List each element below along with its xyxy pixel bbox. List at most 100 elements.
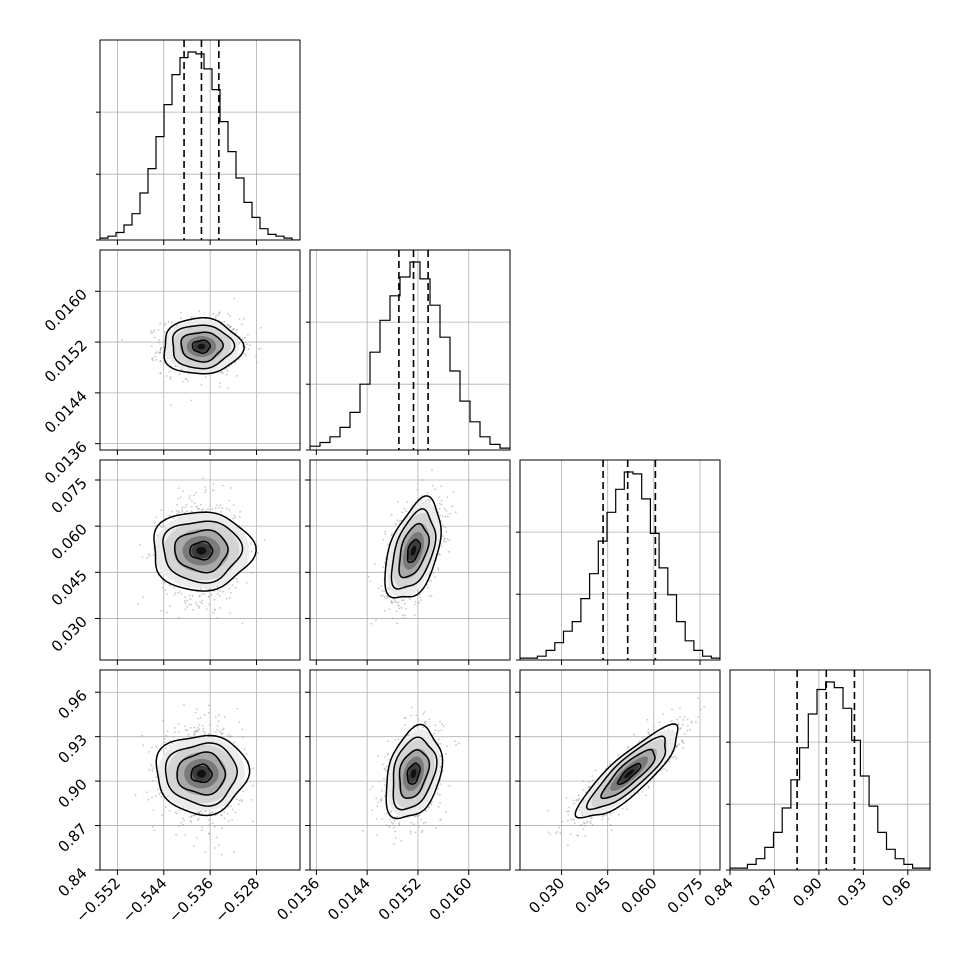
- sample-point: [413, 603, 416, 606]
- sample-point: [228, 325, 231, 327]
- contour-level-3: [406, 538, 422, 564]
- sample-point: [216, 593, 219, 595]
- sample-point: [446, 538, 449, 541]
- sample-point: [445, 811, 447, 814]
- sample-point: [441, 723, 443, 725]
- y-tick-label: 0.060: [48, 520, 91, 563]
- sample-point: [453, 740, 456, 743]
- sample-point: [578, 797, 580, 800]
- sample-point: [439, 783, 442, 785]
- y-tick-label: 0.030: [48, 613, 91, 656]
- sample-point: [150, 764, 153, 767]
- panel-frame: [99, 39, 301, 241]
- sample-point: [181, 509, 184, 511]
- sample-point: [445, 509, 448, 512]
- sample-point: [193, 502, 196, 504]
- sample-point: [245, 582, 248, 584]
- sample-point: [184, 596, 187, 598]
- sample-point: [589, 816, 592, 819]
- sample-point: [161, 814, 164, 817]
- sample-point: [437, 553, 440, 555]
- panel-contents: [100, 40, 300, 240]
- sample-point: [157, 329, 160, 331]
- sample-point: [162, 719, 164, 722]
- sample-point: [158, 793, 160, 795]
- sample-point: [403, 617, 406, 619]
- sample-point: [214, 716, 217, 718]
- sample-point: [249, 543, 252, 545]
- sample-point: [425, 809, 428, 812]
- sample-point: [220, 814, 223, 817]
- sample-point: [184, 608, 187, 611]
- contour-level-2: [176, 751, 227, 796]
- sample-point: [150, 331, 153, 334]
- sample-point: [160, 346, 163, 349]
- sample-point: [234, 516, 237, 519]
- sample-point: [421, 829, 424, 832]
- sample-point: [192, 814, 195, 817]
- sample-point: [683, 716, 686, 718]
- sample-point: [396, 815, 399, 818]
- sample-point: [380, 796, 383, 799]
- sample-point: [382, 763, 384, 766]
- sample-point: [238, 799, 241, 802]
- sample-point: [549, 833, 552, 836]
- sample-point: [417, 815, 419, 818]
- sample-point: [217, 313, 220, 316]
- sample-point: [588, 780, 590, 783]
- sample-point: [428, 595, 431, 598]
- sample-point: [149, 329, 152, 332]
- sample-point: [391, 617, 394, 620]
- sample-point: [167, 320, 170, 323]
- sample-point: [223, 715, 226, 718]
- sample-point: [201, 593, 204, 595]
- sample-point: [190, 510, 193, 513]
- sample-point: [232, 517, 235, 520]
- sample-point: [190, 505, 193, 508]
- sample-point: [152, 767, 155, 770]
- y-tick-label: 0.93: [54, 731, 90, 767]
- sample-point: [162, 357, 164, 359]
- sample-point: [199, 594, 202, 597]
- sample-point: [387, 740, 389, 742]
- contour-level-1: [164, 742, 238, 807]
- sample-point: [419, 596, 421, 599]
- sample-point: [215, 811, 217, 814]
- sample-point: [388, 826, 391, 828]
- sample-point: [172, 586, 175, 589]
- sample-point: [408, 598, 411, 600]
- sample-point: [147, 553, 150, 556]
- sample-point: [430, 579, 432, 582]
- sample-point: [255, 361, 258, 364]
- sample-point: [220, 731, 222, 734]
- contour-level-3: [190, 763, 213, 784]
- sample-point: [180, 593, 183, 595]
- sample-point: [218, 730, 221, 733]
- sample-point: [446, 496, 449, 498]
- sample-point: [377, 801, 380, 804]
- sample-point: [390, 600, 393, 602]
- sample-point: [434, 488, 437, 491]
- sample-point: [228, 499, 231, 502]
- sample-point: [172, 517, 175, 520]
- sample-point: [164, 589, 167, 592]
- sample-point: [238, 318, 241, 321]
- sample-point: [182, 380, 184, 383]
- sample-point: [227, 820, 230, 822]
- sample-point: [203, 713, 206, 716]
- density-shade-5: [196, 769, 207, 778]
- sample-point: [151, 331, 154, 334]
- panel-contents: [310, 460, 510, 660]
- sample-point: [188, 603, 191, 606]
- sample-point: [444, 515, 447, 518]
- sample-point: [417, 601, 420, 604]
- sample-point: [233, 741, 236, 744]
- sample-point: [397, 601, 400, 603]
- sample-point: [439, 514, 441, 517]
- sample-point: [164, 520, 167, 522]
- sample-point: [437, 738, 440, 741]
- sample-point: [179, 496, 182, 499]
- sample-point: [248, 344, 251, 346]
- sample-point: [410, 714, 413, 717]
- sample-point: [197, 817, 200, 820]
